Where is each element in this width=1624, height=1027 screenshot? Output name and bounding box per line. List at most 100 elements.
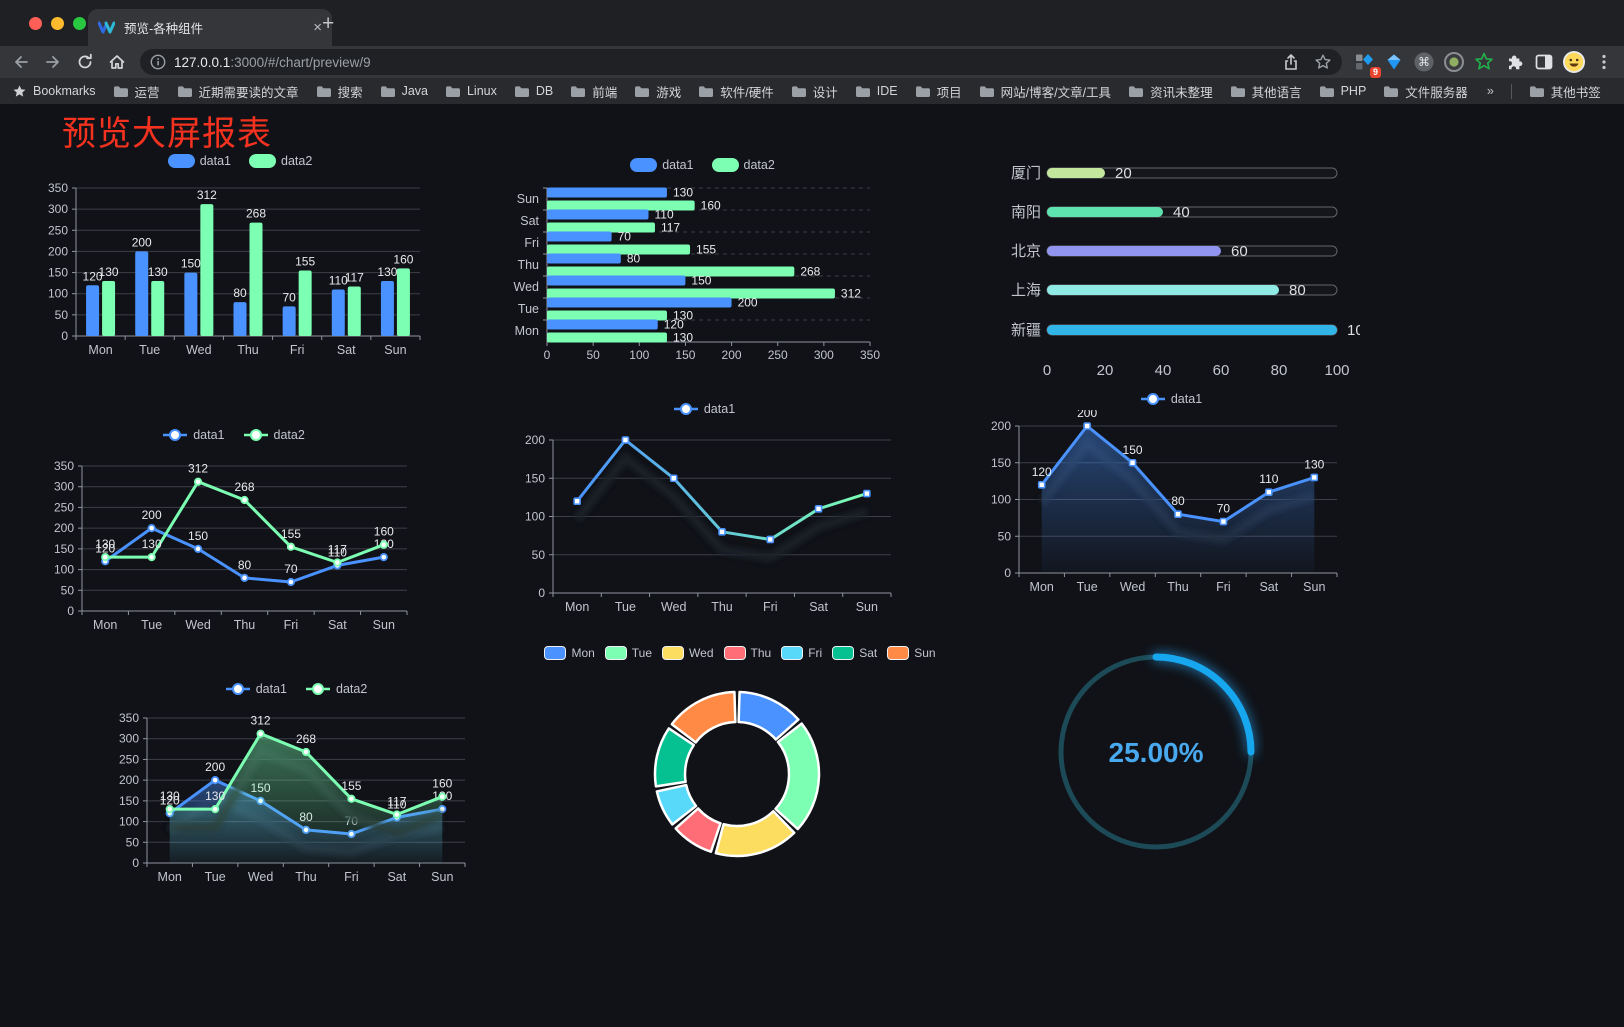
bookmark-folder-网站/博客/文章/工具[interactable]: 网站/博客/文章/工具 <box>979 82 1111 101</box>
legend-swatch <box>604 646 627 660</box>
bookmark-folder-其他语言[interactable]: 其他语言 <box>1230 82 1302 101</box>
bookmark-label: IDE <box>876 84 898 98</box>
chart-text: Fri <box>1216 580 1231 594</box>
window-minimize-button[interactable] <box>51 17 64 30</box>
bookmark-folder-IDE[interactable]: IDE <box>855 82 898 101</box>
legend-label: Thu <box>750 646 772 660</box>
bookmark-folder-设计[interactable]: 设计 <box>791 82 838 101</box>
line-legend-marker <box>243 429 268 441</box>
bookmark-folder-Java[interactable]: Java <box>380 82 428 101</box>
chart-text: 130 <box>205 789 225 803</box>
data-point <box>718 528 726 536</box>
legend-item-Wed[interactable]: Wed <box>662 646 714 660</box>
data-point <box>211 776 220 785</box>
chart-text: Tue <box>139 343 160 357</box>
chart-text: 40 <box>1173 204 1190 221</box>
side-panel-icon[interactable] <box>1532 50 1556 74</box>
bookmark-label: Java <box>401 84 428 98</box>
proxy-extension-icon[interactable]: 9 <box>1352 50 1381 78</box>
legend-item-Mon[interactable]: Mon <box>544 646 595 660</box>
bookmark-label: Linux <box>466 84 497 98</box>
gauge-value-label: 25.00% <box>1109 737 1204 768</box>
legend-item-Tue[interactable]: Tue <box>604 646 652 660</box>
chart-text: Sun <box>856 600 878 614</box>
bar-Sun-data2 <box>396 268 410 336</box>
other-bookmarks-button[interactable]: 其他书签 <box>1529 82 1601 101</box>
data-point <box>379 553 388 562</box>
legend-item-data2[interactable]: data2 <box>711 158 775 172</box>
line-legend-marker <box>163 429 188 441</box>
bookmark-folder-PHP[interactable]: PHP <box>1319 82 1366 101</box>
bookmark-folder-Linux[interactable]: Linux <box>445 82 497 101</box>
command-extension-icon[interactable]: ⌘ <box>1412 50 1436 74</box>
bookmark-star-icon[interactable] <box>1314 53 1332 71</box>
site-info-icon[interactable] <box>150 54 166 70</box>
bar-Sat-data1 <box>331 289 345 336</box>
legend-item-data1[interactable]: data1 <box>673 402 735 416</box>
profile-avatar[interactable] <box>1562 50 1586 74</box>
recorder-extension-icon[interactable] <box>1442 50 1466 74</box>
data-point <box>286 577 296 587</box>
bookmark-folder-资讯未整理[interactable]: 资讯未整理 <box>1128 82 1213 101</box>
chart-text: 新疆 <box>1011 322 1041 339</box>
legend-item-data1[interactable]: data1 <box>1140 392 1202 406</box>
chart-text: Tue <box>615 600 636 614</box>
data-point <box>193 544 203 553</box>
bookmark-folder-项目[interactable]: 项目 <box>915 82 962 101</box>
bookmark-folder-DB[interactable]: DB <box>514 82 553 101</box>
reload-button[interactable] <box>72 49 98 75</box>
bookmark-folder-软件/硬件[interactable]: 软件/硬件 <box>698 82 774 101</box>
legend-item-Sat[interactable]: Sat <box>832 646 877 660</box>
chart-text: Thu <box>237 343 259 357</box>
legend-item-data2[interactable]: data2 <box>305 682 367 696</box>
forward-button[interactable] <box>40 49 66 75</box>
tab-close-icon[interactable]: × <box>313 19 322 36</box>
bookmark-folder-文件服务器[interactable]: 文件服务器 <box>1383 82 1468 101</box>
legend-item-data2[interactable]: data2 <box>249 154 312 168</box>
bar-Fri-data1 <box>282 306 296 336</box>
bar-plot: 0 50 100 150 200 250 300 350 Mon Tue Wed Thu Fri Sat S… <box>48 181 421 357</box>
chart-text: Thu <box>711 600 733 614</box>
line-legend-marker <box>306 683 330 695</box>
legend-label: data2 <box>336 682 368 696</box>
chart-text: Wed <box>514 280 540 294</box>
share-icon[interactable] <box>1282 53 1300 71</box>
legend-item-Thu[interactable]: Thu <box>723 646 772 660</box>
legend-item-data1[interactable]: data1 <box>162 428 225 442</box>
green-star-extension-icon[interactable] <box>1472 50 1496 74</box>
legend-item-data1[interactable]: data1 <box>225 682 287 696</box>
legend-item-data1[interactable]: data1 <box>167 154 231 168</box>
legend-item-Fri[interactable]: Fri <box>781 646 822 660</box>
window-close-button[interactable] <box>29 17 42 30</box>
chart-text: Sun <box>431 870 453 884</box>
gem-extension-icon[interactable] <box>1382 50 1406 74</box>
extensions-puzzle-icon[interactable] <box>1502 50 1526 74</box>
legend-item-data2[interactable]: data2 <box>243 428 305 442</box>
window-zoom-button[interactable] <box>73 17 86 30</box>
bookmarks-overflow-chevron[interactable]: » <box>1486 84 1494 98</box>
back-button[interactable] <box>8 49 34 75</box>
bookmark-folder-搜索[interactable]: 搜索 <box>316 82 363 101</box>
legend-item-Sun[interactable]: Sun <box>887 646 936 660</box>
browser-tab[interactable]: 预览-各种组件 × <box>88 9 332 46</box>
chart-text: 110 <box>655 208 674 222</box>
browser-menu-button[interactable] <box>1592 50 1616 74</box>
bookmark-folder-运营[interactable]: 运营 <box>113 82 160 101</box>
bookmark-folder-近期需要读的文章[interactable]: 近期需要读的文章 <box>177 82 299 101</box>
new-tab-button[interactable]: + <box>322 12 335 35</box>
legend-label: Wed <box>689 646 714 660</box>
legend-label: data1 <box>1170 392 1203 406</box>
bookmark-label: 运营 <box>134 85 160 100</box>
bookmark-folder-前端[interactable]: 前端 <box>570 82 617 101</box>
bookmark-folder-游戏[interactable]: 游戏 <box>634 82 681 101</box>
donut-segment-Fri <box>655 783 698 826</box>
chart-text: 110 <box>328 545 347 559</box>
legend-item-data1[interactable]: data1 <box>630 158 694 172</box>
chart-text: 130 <box>148 265 168 279</box>
home-button[interactable] <box>104 49 130 75</box>
url-bar[interactable]: 127.0.0.1:3000/#/chart/preview/9 <box>140 49 1342 75</box>
bookmarks-button[interactable]: Bookmarks <box>12 84 96 99</box>
data-point <box>863 489 871 498</box>
chart-text: Wed <box>1120 580 1146 594</box>
gauge-progress-arc <box>1152 653 1255 756</box>
